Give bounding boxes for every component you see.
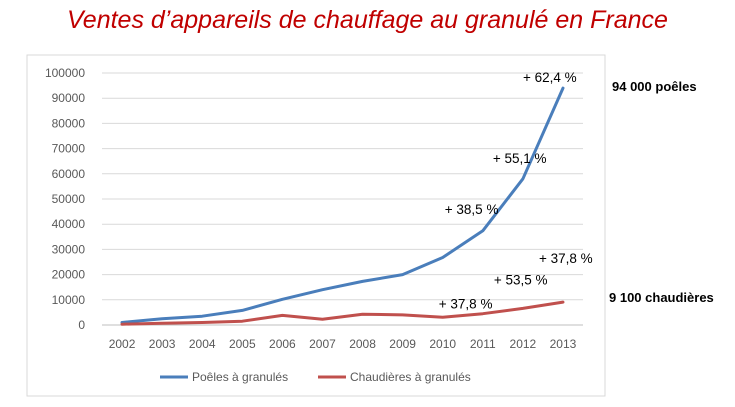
y-tick-label: 30000 bbox=[52, 242, 86, 256]
x-tick-label: 2012 bbox=[510, 337, 537, 351]
series-line-1 bbox=[120, 300, 565, 326]
y-tick-label: 60000 bbox=[52, 167, 86, 181]
x-tick-label: 2006 bbox=[269, 337, 296, 351]
series-lines bbox=[120, 86, 565, 326]
y-tick-label: 20000 bbox=[52, 268, 86, 282]
y-tick-label: 40000 bbox=[52, 217, 86, 231]
gridlines bbox=[102, 72, 583, 326]
chart-frame bbox=[26, 54, 606, 397]
legend-label-poeles: Poêles à granulés bbox=[192, 370, 288, 384]
annotation-label: + 38,5 % bbox=[445, 202, 499, 217]
x-tick-label: 2007 bbox=[309, 337, 336, 351]
y-tick-label: 100000 bbox=[45, 66, 85, 80]
legend-label-chaudieres: Chaudières à granulés bbox=[350, 370, 471, 384]
y-tick-label: 70000 bbox=[52, 142, 86, 156]
annotations: + 62,4 %+ 55,1 %+ 38,5 %+ 37,8 %+ 53,5 %… bbox=[439, 70, 593, 312]
x-tick-label: 2013 bbox=[550, 337, 577, 351]
side-label-poeles: 94 000 poêles bbox=[612, 79, 697, 94]
y-tick-label: 90000 bbox=[52, 91, 86, 105]
side-label-chaudieres: 9 100 chaudières bbox=[609, 290, 714, 305]
series-line-0 bbox=[120, 86, 565, 324]
annotation-label: + 62,4 % bbox=[523, 70, 577, 85]
y-axis-ticks: 0 10000 20000 30000 40000 50000 60000 70000 8000… bbox=[45, 66, 85, 332]
y-tick-label: 50000 bbox=[52, 192, 86, 206]
legend: Poêles à granulés Chaudières à granulés bbox=[160, 370, 471, 384]
x-tick-label: 2010 bbox=[429, 337, 456, 351]
y-tick-label: 10000 bbox=[52, 293, 86, 307]
annotation-label: + 55,1 % bbox=[493, 151, 547, 166]
x-tick-label: 2009 bbox=[389, 337, 416, 351]
annotation-label: + 37,8 % bbox=[439, 297, 493, 312]
annotation-label: + 53,5 % bbox=[494, 272, 548, 287]
chart-title: Ventes d’appareils de chauffage au granu… bbox=[67, 6, 668, 34]
y-tick-label: 80000 bbox=[52, 116, 86, 130]
x-tick-label: 2011 bbox=[470, 337, 496, 351]
x-tick-label: 2003 bbox=[149, 337, 176, 351]
x-tick-label: 2002 bbox=[109, 337, 136, 351]
x-tick-label: 2004 bbox=[189, 337, 216, 351]
annotation-label: + 37,8 % bbox=[539, 251, 593, 266]
x-tick-label: 2008 bbox=[349, 337, 376, 351]
x-axis-ticks: 2002 2003 2004 2005 2006 2007 2008 2009 2010 2011… bbox=[109, 337, 577, 351]
x-tick-label: 2005 bbox=[229, 337, 256, 351]
y-tick-label: 0 bbox=[78, 318, 85, 332]
